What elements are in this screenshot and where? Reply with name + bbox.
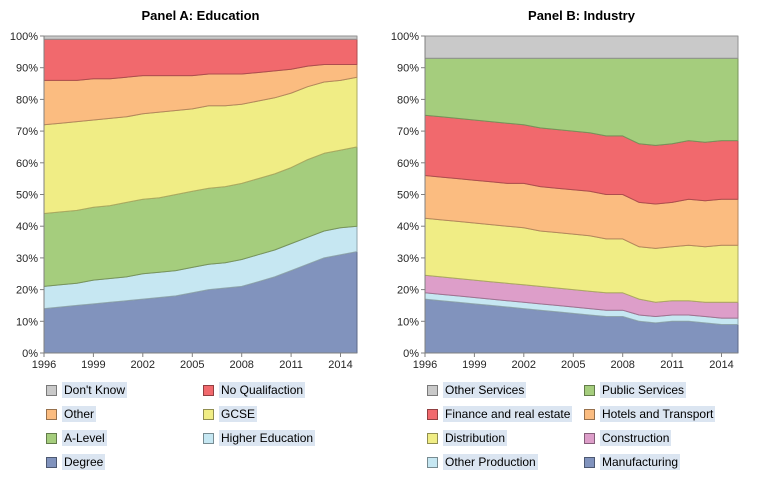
y-tick-label: 70% [397, 126, 419, 138]
x-tick-label: 2011 [660, 359, 684, 371]
y-tick-label: 50% [397, 190, 419, 202]
legend-item-a-level: A-Level [46, 428, 203, 448]
legend-swatch-distribution [427, 432, 438, 444]
panel-b-industry: Panel B: Industry 0% 10% 20% 30% 40% 50% 60% 70… [381, 0, 762, 472]
legend-label-gcse: GCSE [219, 406, 258, 422]
legend-swatch-finance-and-real-estate [427, 408, 438, 420]
panel-a-education: Panel A: Education 0% 10% 20% 30% 40% 50% 60% 7… [0, 0, 381, 472]
legend-swatch-don-t-know [46, 384, 57, 396]
y-tick-label: 30% [16, 253, 38, 265]
legend-label-manufacturing: Manufacturing [600, 454, 681, 470]
y-tick-label: 20% [16, 285, 38, 297]
education-legend: Don't Know No Qualifaction Other GCSE A-Leve… [0, 380, 381, 472]
legend-item-public-services: Public Services [584, 380, 762, 400]
legend-item-other-services: Other Services [427, 380, 584, 400]
legend-item-gcse: GCSE [203, 404, 381, 424]
legend-swatch-hotels-and-transport [584, 408, 595, 420]
legend-label-other: Other [62, 406, 97, 422]
y-tick-label: 0% [22, 348, 38, 360]
legend-label-other-production: Other Production [443, 454, 538, 470]
legend-item-other: Other [46, 404, 203, 424]
y-tick-label: 40% [397, 221, 419, 233]
y-tick-label: 100% [391, 31, 419, 43]
legend-swatch-a-level [46, 432, 57, 444]
legend-label-don-t-know: Don't Know [62, 382, 127, 398]
legend-label-hotels-and-transport: Hotels and Transport [600, 406, 716, 422]
legend-swatch-public-services [584, 384, 595, 396]
y-tick-label: 80% [397, 94, 419, 106]
legend-swatch-other-production [427, 456, 438, 468]
y-tick-label: 80% [16, 94, 38, 106]
y-tick-label: 70% [16, 126, 38, 138]
legend-label-finance-and-real-estate: Finance and real estate [443, 406, 573, 422]
legend-swatch-other-services [427, 384, 438, 396]
legend-item-finance-and-real-estate: Finance and real estate [427, 404, 584, 424]
area-don-t-know [43, 35, 358, 40]
legend-swatch-construction [584, 432, 595, 444]
legend-swatch-other [46, 408, 57, 420]
education-stacked-area-chart: 0% 10% 20% 30% 40% 50% 60% 70% 80% 90% 100% 1996 199… [10, 31, 358, 371]
x-tick-label: 1999 [462, 359, 486, 371]
x-tick-label: 2014 [328, 359, 352, 371]
chart-title-industry: Panel B: Industry [528, 8, 635, 23]
x-tick-label: 2014 [709, 359, 733, 371]
two-panel-chart-figure: Panel A: Education 0% 10% 20% 30% 40% 50% 60% 7… [0, 0, 762, 472]
y-tick-label: 60% [16, 158, 38, 170]
legend-item-degree: Degree [46, 452, 203, 472]
area-other-services [424, 35, 739, 59]
legend-swatch-gcse [203, 408, 214, 420]
x-tick-label: 1996 [32, 359, 56, 371]
legend-label-degree: Degree [62, 454, 106, 470]
legend-item-don-t-know: Don't Know [46, 380, 203, 400]
legend-label-higher-education: Higher Education [219, 430, 316, 446]
industry-legend: Other Services Public Services Finance and… [381, 380, 762, 472]
x-tick-label: 2008 [229, 359, 253, 371]
x-tick-label: 2002 [131, 359, 155, 371]
legend-label-other-services: Other Services [443, 382, 527, 398]
legend-swatch-manufacturing [584, 456, 595, 468]
y-tick-label: 100% [10, 31, 38, 43]
legend-item-hotels-and-transport: Hotels and Transport [584, 404, 762, 424]
legend-label-no-qualifaction: No Qualifaction [219, 382, 306, 398]
y-tick-label: 50% [16, 190, 38, 202]
legend-label-a-level: A-Level [62, 430, 107, 446]
x-tick-label: 2005 [561, 359, 585, 371]
y-tick-label: 30% [397, 253, 419, 265]
industry-stacked-area-chart: 0% 10% 20% 30% 40% 50% 60% 70% 80% 90% 100% 1996 199… [391, 31, 739, 371]
legend-item-construction: Construction [584, 428, 762, 448]
legend-swatch-degree [46, 456, 57, 468]
legend-item-distribution: Distribution [427, 428, 584, 448]
legend-swatch-higher-education [203, 432, 214, 444]
legend-label-public-services: Public Services [600, 382, 687, 398]
y-tick-label: 0% [403, 348, 419, 360]
legend-label-construction: Construction [600, 430, 672, 446]
y-tick-label: 90% [397, 63, 419, 75]
y-tick-label: 10% [397, 316, 419, 328]
x-tick-label: 2005 [180, 359, 204, 371]
legend-item-manufacturing: Manufacturing [584, 452, 762, 472]
x-tick-label: 1996 [413, 359, 437, 371]
y-tick-label: 10% [16, 316, 38, 328]
legend-item-no-qualifaction: No Qualifaction [203, 380, 381, 400]
legend-item-other-production: Other Production [427, 452, 584, 472]
legend-swatch-no-qualifaction [203, 384, 214, 396]
y-tick-label: 60% [397, 158, 419, 170]
x-tick-label: 2008 [610, 359, 634, 371]
x-tick-label: 2002 [512, 359, 536, 371]
y-tick-label: 90% [16, 63, 38, 75]
legend-label-distribution: Distribution [443, 430, 508, 446]
x-tick-label: 1999 [81, 359, 105, 371]
y-tick-label: 20% [397, 285, 419, 297]
legend-item-higher-education: Higher Education [203, 428, 381, 448]
chart-title-education: Panel A: Education [141, 8, 260, 23]
x-tick-label: 2011 [279, 359, 303, 371]
y-tick-label: 40% [16, 221, 38, 233]
